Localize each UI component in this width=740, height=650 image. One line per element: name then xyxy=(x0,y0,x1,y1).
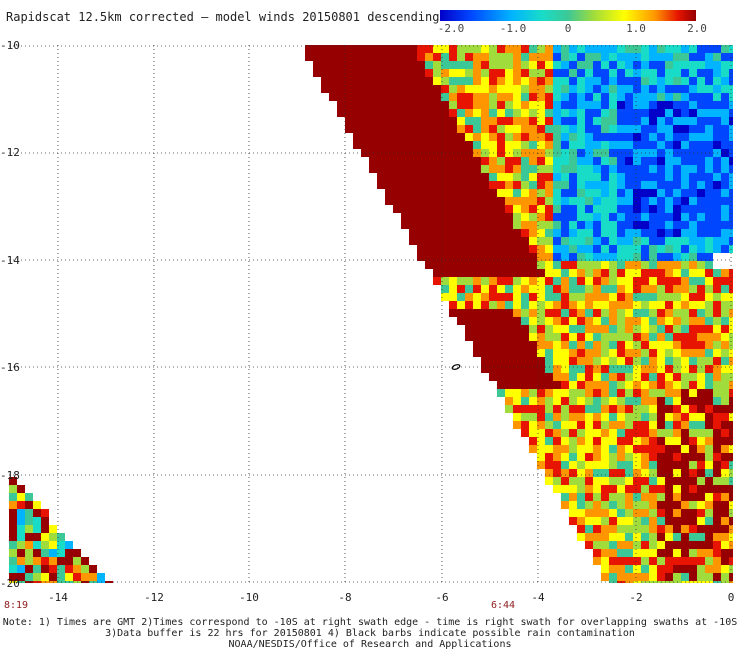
colorbar-label: 2.0 xyxy=(687,22,707,35)
y-tick-label: -12 xyxy=(0,146,20,159)
colorbar-label: 0 xyxy=(564,22,572,35)
grid-lines xyxy=(9,45,733,583)
footnote-line-2: 3)Data buffer is 22 hrs for 20150801 4) … xyxy=(105,628,635,639)
y-tick-label: -20 xyxy=(0,577,20,590)
rain-barb-marker xyxy=(451,364,461,370)
wind-difference-map xyxy=(9,45,733,583)
y-tick-label: -18 xyxy=(0,469,20,482)
x-tick-label: -14 xyxy=(48,591,68,604)
map-title: Rapidscat 12.5km corrected – model winds… xyxy=(6,10,440,24)
colorbar-label: -2.0 xyxy=(437,22,465,35)
x-tick-label: -6 xyxy=(435,591,449,604)
swath-time-right: 6:44 xyxy=(491,600,516,611)
colorbar-label: -1.0 xyxy=(499,22,527,35)
x-tick-label: 0 xyxy=(727,591,735,604)
footnote-line-1: Note: 1) Times are GMT 2)Times correspon… xyxy=(2,617,738,628)
footnote-line-3: NOAA/NESDIS/Office of Research and Appli… xyxy=(228,639,512,650)
x-tick-label: -10 xyxy=(239,591,259,604)
x-tick-label: -2 xyxy=(629,591,643,604)
colorbar-label: 1.0 xyxy=(626,22,646,35)
y-tick-label: -10 xyxy=(0,39,20,52)
swath-time-left: 8:19 xyxy=(4,600,29,611)
y-tick-label: -14 xyxy=(0,254,20,267)
wind-cells xyxy=(9,45,733,583)
colorbar xyxy=(440,10,696,21)
x-tick-label: -12 xyxy=(144,591,164,604)
x-tick-label: -4 xyxy=(531,591,545,604)
y-tick-label: -16 xyxy=(0,361,20,374)
x-tick-label: -8 xyxy=(338,591,352,604)
